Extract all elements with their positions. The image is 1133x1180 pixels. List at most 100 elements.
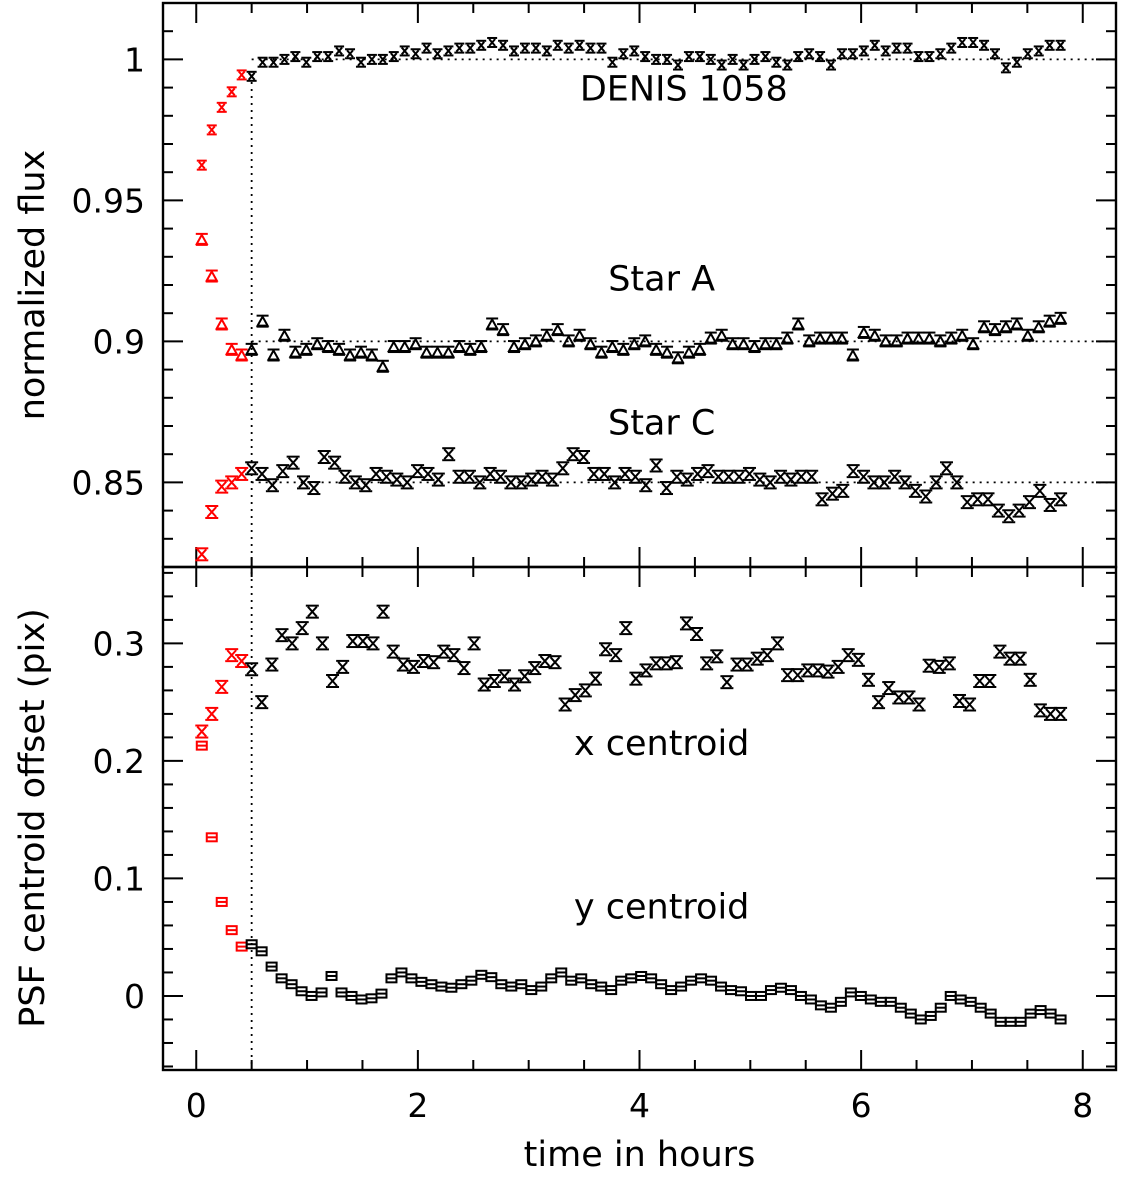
y-tick-label: 0.2 bbox=[93, 742, 145, 781]
data-point bbox=[824, 1002, 837, 1013]
data-point bbox=[815, 51, 826, 63]
data-point bbox=[693, 342, 707, 356]
data-point bbox=[747, 339, 762, 354]
data-point bbox=[415, 976, 428, 987]
data-point bbox=[722, 469, 736, 484]
data-point bbox=[1033, 45, 1044, 57]
data-point bbox=[1033, 483, 1047, 498]
data-point bbox=[301, 56, 312, 68]
data-point bbox=[682, 345, 696, 359]
data-point bbox=[835, 331, 849, 345]
data-point bbox=[861, 672, 875, 687]
data-point bbox=[594, 345, 609, 359]
data-point bbox=[317, 450, 331, 465]
data-point bbox=[944, 331, 958, 345]
data-point bbox=[791, 668, 805, 683]
data-point bbox=[599, 642, 613, 657]
data-point bbox=[268, 56, 279, 68]
data-point bbox=[836, 48, 847, 60]
data-point bbox=[530, 42, 541, 54]
data-point bbox=[725, 337, 740, 351]
data-point bbox=[685, 975, 698, 986]
data-point bbox=[525, 985, 538, 996]
data-point bbox=[628, 469, 642, 484]
data-point bbox=[933, 334, 948, 348]
data-point bbox=[963, 697, 977, 712]
data-point bbox=[277, 328, 292, 342]
data-point bbox=[1024, 1008, 1037, 1019]
data-point bbox=[825, 486, 839, 501]
data-point bbox=[911, 331, 926, 345]
x-tick-label: 6 bbox=[851, 1086, 872, 1125]
data-point-early bbox=[205, 832, 218, 843]
data-point bbox=[265, 657, 279, 672]
data-point bbox=[824, 331, 838, 345]
data-point bbox=[615, 975, 628, 986]
data-point-early bbox=[205, 269, 219, 283]
data-point bbox=[942, 656, 956, 671]
data-point bbox=[892, 690, 906, 705]
data-point bbox=[960, 495, 974, 510]
data-point bbox=[528, 661, 542, 676]
data-point bbox=[683, 51, 694, 63]
data-point bbox=[455, 979, 468, 990]
data-point bbox=[390, 472, 404, 487]
data-point bbox=[388, 51, 399, 63]
data-point bbox=[609, 648, 623, 663]
data-point bbox=[379, 469, 393, 484]
data-point bbox=[583, 337, 598, 351]
data-point bbox=[670, 469, 684, 484]
data-point bbox=[608, 475, 622, 490]
data-point bbox=[750, 651, 764, 666]
data-point bbox=[290, 51, 301, 63]
data-point bbox=[442, 447, 456, 462]
data-point bbox=[487, 673, 501, 688]
data-point bbox=[556, 461, 570, 476]
y-tick-label: 0.3 bbox=[93, 624, 145, 663]
data-point bbox=[1021, 328, 1035, 342]
data-point bbox=[441, 345, 456, 359]
data-point bbox=[321, 339, 335, 354]
data-point bbox=[874, 996, 887, 1007]
data-point-early bbox=[215, 479, 229, 494]
data-point bbox=[929, 475, 943, 490]
data-point bbox=[1000, 62, 1011, 74]
data-point bbox=[1055, 39, 1066, 51]
data-point bbox=[408, 337, 423, 351]
data-point bbox=[405, 973, 418, 984]
data-point-early bbox=[205, 706, 219, 721]
data-point bbox=[966, 337, 980, 351]
data-point bbox=[794, 469, 808, 484]
data-point bbox=[310, 337, 324, 351]
data-point bbox=[411, 464, 425, 479]
data-point bbox=[919, 489, 933, 504]
data-point bbox=[568, 688, 582, 703]
data-point bbox=[878, 334, 893, 348]
y-tick-label: 0.95 bbox=[72, 181, 145, 220]
x-axis-label: time in hours bbox=[524, 1135, 756, 1175]
data-point bbox=[774, 469, 788, 484]
data-point bbox=[257, 56, 268, 68]
bottom-panel-centroid: 0 0.1 0.2 0.3 x centroid y centroid bbox=[93, 567, 1116, 1070]
data-point bbox=[1054, 492, 1068, 507]
data-point-early bbox=[195, 740, 208, 751]
data-point bbox=[979, 39, 990, 51]
data-point bbox=[338, 469, 352, 484]
data-point bbox=[518, 669, 532, 684]
data-point bbox=[355, 56, 366, 68]
data-point bbox=[801, 663, 815, 678]
data-point-early bbox=[195, 232, 209, 246]
data-point bbox=[898, 475, 912, 490]
data-point bbox=[295, 621, 309, 636]
data-point bbox=[618, 48, 629, 60]
data-point bbox=[974, 1002, 987, 1013]
data-point bbox=[780, 331, 795, 345]
data-point-early bbox=[234, 348, 249, 362]
data-point bbox=[348, 475, 362, 490]
data-point bbox=[954, 994, 967, 1005]
data-point bbox=[844, 987, 857, 998]
data-point bbox=[894, 1002, 907, 1013]
data-point bbox=[345, 990, 358, 1001]
data-point bbox=[307, 481, 321, 496]
series-x-centroid bbox=[195, 604, 1068, 739]
